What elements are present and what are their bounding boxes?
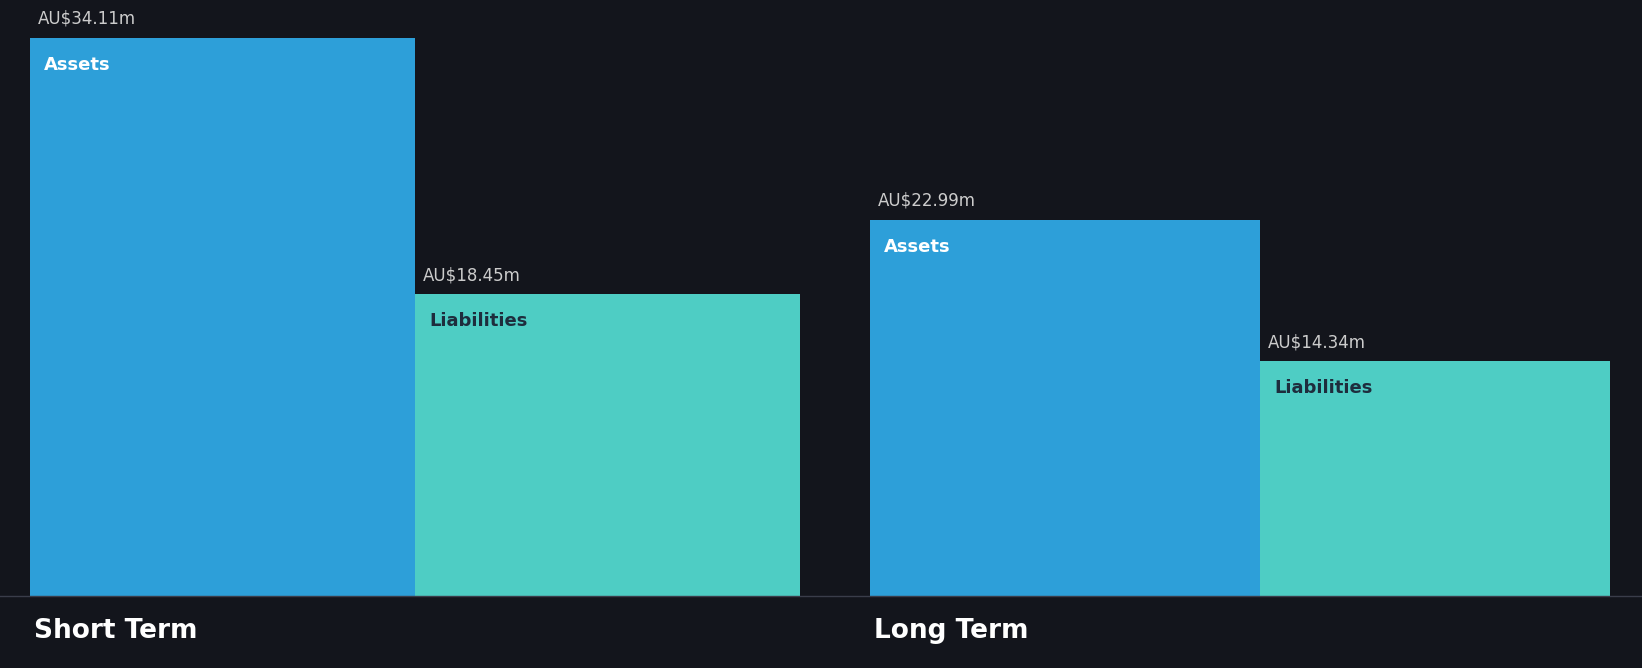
Text: Assets: Assets — [883, 238, 951, 256]
Bar — [1259, 361, 1611, 596]
Text: Long Term: Long Term — [874, 618, 1028, 644]
Bar — [415, 294, 800, 596]
Bar — [870, 220, 1259, 596]
Text: Short Term: Short Term — [34, 618, 197, 644]
Text: AU$34.11m: AU$34.11m — [38, 10, 136, 28]
Text: Assets: Assets — [44, 56, 110, 74]
Text: AU$22.99m: AU$22.99m — [878, 192, 975, 210]
Text: AU$18.45m: AU$18.45m — [424, 266, 521, 284]
Text: AU$14.34m: AU$14.34m — [1268, 333, 1366, 351]
Text: Liabilities: Liabilities — [429, 312, 527, 330]
Text: Liabilities: Liabilities — [1274, 379, 1373, 397]
Bar — [30, 38, 415, 596]
